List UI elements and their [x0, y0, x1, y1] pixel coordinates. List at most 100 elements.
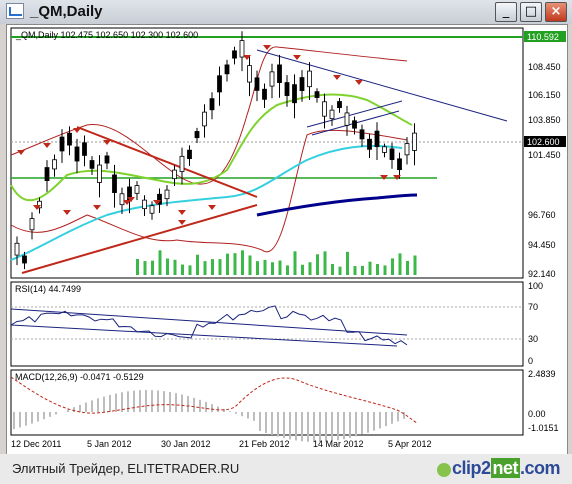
macd-histogram-bar	[79, 404, 81, 412]
fractal-arrow	[263, 45, 271, 50]
candle-body	[404, 143, 410, 156]
macd-histogram-bar	[25, 412, 27, 426]
candle-body	[112, 174, 117, 193]
fractal-arrow	[73, 128, 81, 133]
navy-ma	[256, 193, 418, 217]
volume-bar	[226, 253, 229, 275]
macd-histogram-bar	[133, 390, 135, 412]
candle-body	[202, 111, 207, 127]
candle-body	[337, 101, 342, 109]
macd-histogram-bar	[253, 412, 255, 421]
rsi-line	[10, 305, 408, 346]
volume-bar	[316, 254, 319, 275]
fractal-arrow	[103, 140, 111, 145]
candle-body	[314, 91, 320, 98]
candle-body	[359, 129, 365, 140]
macd-histogram	[13, 390, 405, 442]
volume-bar	[301, 264, 304, 275]
candle-body	[307, 70, 312, 88]
volume-bar	[196, 254, 199, 275]
candle-body	[157, 193, 162, 205]
volume-bar	[158, 250, 162, 275]
title-bar[interactable]: _QM,Daily _ □ ×	[0, 0, 572, 24]
macd-histogram-bar	[331, 412, 333, 442]
x-tick-3: 30 Jan 2012	[161, 439, 211, 449]
price-tick: 103.850	[528, 115, 561, 125]
candle-body	[374, 130, 380, 148]
macd-histogram-bar	[241, 412, 243, 417]
volume-bar	[323, 251, 327, 275]
minimize-button[interactable]: _	[495, 2, 517, 22]
volume-bar	[376, 264, 379, 275]
clip2net-logo-icon	[437, 463, 451, 477]
price-axis: 108.450 106.150 103.850 101.450 96.760 94.450…	[528, 62, 561, 279]
rsi-label: RSI(14) 44.7499	[15, 284, 81, 294]
candle-body	[89, 160, 95, 169]
chart-canvas[interactable]: _QM,Daily 102.475 102.650 102.300 102.60…	[7, 25, 567, 455]
fractal-arrow	[243, 55, 251, 60]
volume-bar	[136, 258, 139, 275]
rsi-tick-0: 0	[528, 356, 533, 366]
macd-histogram-bar	[325, 412, 327, 442]
volume-bar	[293, 251, 297, 275]
candle-body	[149, 205, 155, 214]
volume-bar	[241, 250, 244, 275]
macd-histogram-bar	[343, 412, 345, 440]
candle-body	[262, 88, 267, 100]
bollinger-lower	[10, 129, 408, 253]
candle-body	[412, 132, 417, 151]
top-level-label: 110.592	[527, 32, 559, 42]
macd-histogram-bar	[175, 393, 177, 412]
macd-histogram-bar	[349, 412, 351, 438]
macd-histogram-bar	[109, 394, 111, 412]
volume-bar	[361, 265, 364, 275]
candle-body	[119, 193, 125, 206]
macd-histogram-bar	[145, 390, 147, 412]
candle-body	[187, 149, 192, 160]
macd-histogram-bar	[217, 406, 219, 412]
candle-body	[397, 158, 402, 171]
green-ma	[10, 93, 413, 202]
x-tick-1: 12 Dec 2011	[11, 439, 61, 449]
volume-bar	[151, 260, 154, 275]
candle-body	[209, 98, 215, 111]
rsi-tick-100: 100	[528, 281, 543, 291]
macd-histogram-bar	[163, 391, 165, 412]
macd-histogram-bar	[121, 392, 123, 412]
x-tick-4: 21 Feb 2012	[239, 439, 290, 449]
fractal-arrow	[178, 220, 186, 225]
rsi-trendline-bottom	[10, 324, 398, 347]
top-level-marker	[524, 31, 566, 42]
candle-body	[194, 131, 200, 139]
macd-histogram-bar	[49, 412, 51, 417]
volume-bar	[383, 265, 387, 275]
chart-area[interactable]: _QM,Daily 102.475 102.650 102.300 102.60…	[6, 24, 568, 456]
x-tick-2: 5 Jan 2012	[87, 439, 132, 449]
candle-body	[329, 109, 335, 120]
macd-histogram-bar	[259, 412, 261, 432]
fractal-arrow	[208, 205, 216, 210]
volume-bar	[398, 253, 402, 275]
candle-body	[284, 82, 290, 96]
price-legend: _QM,Daily 102.475 102.650 102.300 102.60…	[15, 30, 198, 40]
maximize-button[interactable]: □	[520, 2, 542, 22]
chart-window-icon	[6, 3, 24, 19]
volume-bar	[286, 265, 289, 275]
macd-histogram-bar	[367, 412, 369, 433]
macd-histogram-bar	[265, 412, 267, 434]
candle-body	[322, 101, 327, 117]
macd-histogram-bar	[301, 412, 303, 442]
candle-body	[224, 64, 230, 75]
candle-body	[52, 159, 57, 170]
candle-body	[164, 189, 170, 200]
fractal-arrow	[393, 175, 401, 180]
macd-histogram-bar	[223, 408, 225, 412]
price-tick: 94.450	[528, 240, 556, 250]
macd-tick-max: 2.4839	[528, 369, 556, 379]
macd-histogram-bar	[235, 412, 237, 414]
macd-histogram-bar	[127, 391, 129, 412]
candle-body	[14, 242, 20, 256]
macd-histogram-bar	[151, 390, 153, 412]
macd-histogram-bar	[307, 412, 309, 442]
close-button[interactable]: ×	[545, 2, 567, 22]
